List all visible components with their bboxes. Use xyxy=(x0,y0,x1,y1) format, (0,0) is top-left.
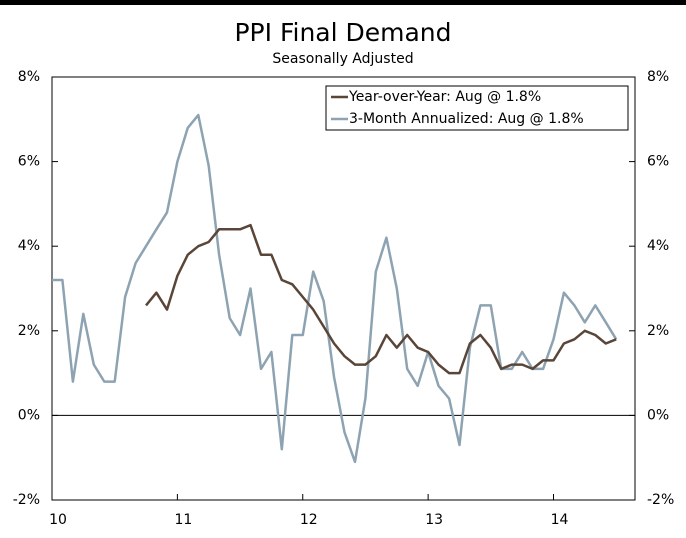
x-tick-label: 13 xyxy=(425,512,443,528)
x-tick-label: 10 xyxy=(49,512,67,528)
top-bar xyxy=(0,0,686,5)
y2-tick-label: 4% xyxy=(647,238,669,254)
y2-tick-label: -2% xyxy=(647,492,674,508)
x-tick-label: 14 xyxy=(551,512,569,528)
series-line xyxy=(52,113,618,464)
y-tick-label: 8% xyxy=(18,69,40,85)
plot-frame xyxy=(51,76,636,501)
y-tick-label: -2% xyxy=(13,492,40,508)
chart-title: PPI Final Demand xyxy=(234,18,451,47)
y-tick-label: 4% xyxy=(18,238,40,254)
x-tick-label: 12 xyxy=(300,512,318,528)
legend-label: Year-over-Year: Aug @ 1.8% xyxy=(348,89,541,105)
y-tick-label: 2% xyxy=(18,323,40,339)
y2-tick-label: 0% xyxy=(647,407,669,423)
y2-tick-label: 2% xyxy=(647,323,669,339)
y2-tick-label: 6% xyxy=(647,154,669,170)
y2-tick-label: 8% xyxy=(647,69,669,85)
legend-box xyxy=(325,85,629,131)
legend-label: 3-Month Annualized: Aug @ 1.8% xyxy=(349,111,584,127)
x-tick-label: 11 xyxy=(174,512,192,528)
y-tick-label: 6% xyxy=(18,154,40,170)
chart-subtitle: Seasonally Adjusted xyxy=(272,51,413,67)
y-tick-label: 0% xyxy=(18,407,40,423)
series-line xyxy=(145,223,617,375)
